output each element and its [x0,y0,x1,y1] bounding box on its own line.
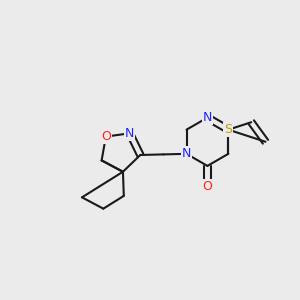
Text: N: N [203,111,212,124]
Text: O: O [202,180,212,193]
Text: N: N [125,127,134,140]
Text: S: S [224,123,232,136]
Text: N: N [182,147,191,160]
Text: O: O [101,130,111,143]
